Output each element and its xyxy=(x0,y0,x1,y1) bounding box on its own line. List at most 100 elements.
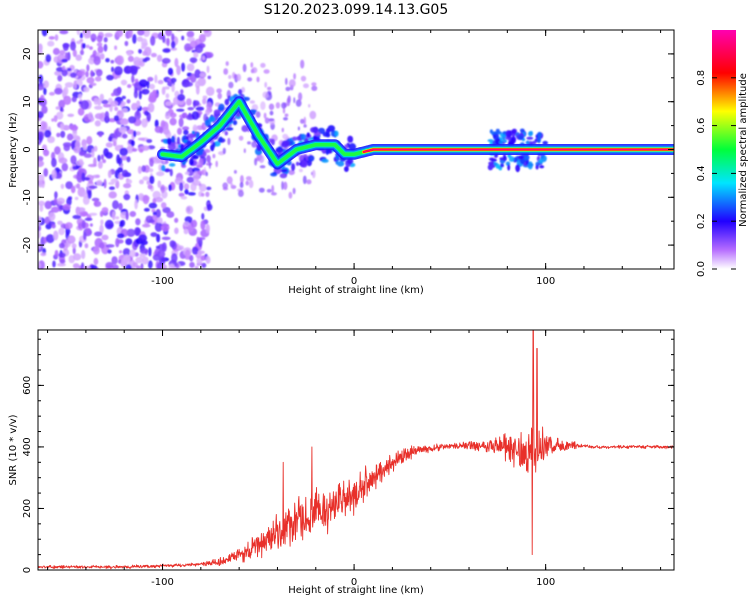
heatmap-cell xyxy=(38,156,44,162)
heatmap-cell xyxy=(191,111,200,120)
heatmap-cell xyxy=(303,154,308,158)
heatmap-cell xyxy=(78,223,83,230)
snr-panel: -100 0 100 0 200 400 600 Height of straight li… xyxy=(8,329,675,596)
heatmap-cell xyxy=(156,233,161,243)
heatmap-cell xyxy=(134,110,141,120)
heatmap-cell xyxy=(147,184,153,190)
heatmap-cell xyxy=(189,254,194,262)
heatmap-cell xyxy=(531,140,537,145)
heatmap-cell xyxy=(171,40,176,49)
heatmap-cell xyxy=(89,46,93,50)
heatmap-cell xyxy=(171,253,178,263)
heatmap-cell xyxy=(201,213,205,220)
heatmap-cell xyxy=(87,189,92,199)
heatmap-cell xyxy=(182,126,190,131)
heatmap-cell xyxy=(309,110,317,120)
heatmap-cell xyxy=(103,178,107,189)
heatmap-cell xyxy=(38,111,44,119)
heatmap-cell xyxy=(239,182,244,188)
heatmap-cell xyxy=(224,98,230,106)
heatmap-cell xyxy=(542,140,548,145)
heatmap-cell xyxy=(38,229,41,239)
heatmap-cell xyxy=(138,79,148,87)
heatmap-cell xyxy=(100,53,105,60)
heatmap-cell xyxy=(192,126,199,131)
heatmap-cell xyxy=(249,100,255,104)
heatmap-cell xyxy=(260,62,266,68)
heatmap-cell xyxy=(54,250,59,258)
heatmap-cell xyxy=(292,187,296,195)
heatmap-cell xyxy=(38,160,44,168)
heatmap-cell xyxy=(81,249,86,260)
heatmap-cell xyxy=(38,49,43,55)
heatmap-cell xyxy=(108,191,117,199)
spectrogram-xlabel: Height of straight line (km) xyxy=(288,285,424,296)
heatmap-cell xyxy=(74,196,79,201)
heatmap-cell xyxy=(148,168,154,173)
heatmap-cell xyxy=(217,107,225,111)
heatmap-cell xyxy=(75,160,85,166)
heatmap-cell xyxy=(124,40,129,47)
heatmap-cell xyxy=(286,97,291,107)
heatmap-cell xyxy=(169,117,177,126)
heatmap-cell xyxy=(164,86,170,90)
heatmap-cell xyxy=(254,158,258,166)
heatmap-cell xyxy=(288,191,293,199)
heatmap-cell xyxy=(143,207,150,212)
heatmap-cell xyxy=(51,223,56,229)
heatmap-cell xyxy=(243,96,250,101)
heatmap-cell xyxy=(122,133,128,139)
heatmap-cell xyxy=(498,140,504,145)
heatmap-cell xyxy=(137,30,145,36)
heatmap-cell xyxy=(83,86,90,93)
heatmap-cell xyxy=(161,57,171,64)
ridge-core xyxy=(363,148,674,153)
heatmap-cell xyxy=(41,30,48,37)
heatmap-cell xyxy=(38,200,45,206)
heatmap-cell xyxy=(86,227,91,236)
heatmap-cell xyxy=(192,180,201,186)
heatmap-cell xyxy=(112,211,116,221)
heatmap-cell xyxy=(178,117,184,128)
heatmap-cell xyxy=(80,212,88,217)
heatmap-cell xyxy=(183,228,189,235)
heatmap-cell xyxy=(100,154,104,160)
heatmap-cell xyxy=(38,225,42,232)
heatmap-cell xyxy=(132,34,137,44)
heatmap-cell xyxy=(157,79,164,85)
heatmap-cell xyxy=(206,102,213,111)
heatmap-cell xyxy=(88,185,98,189)
heatmap-cell xyxy=(59,50,66,55)
heatmap-cell xyxy=(72,263,80,269)
heatmap-cell xyxy=(88,264,98,269)
heatmap-cell xyxy=(38,134,43,143)
heatmap-cell xyxy=(311,85,318,92)
heatmap-cell xyxy=(147,260,153,269)
heatmap-cell xyxy=(293,97,296,104)
heatmap-cell xyxy=(94,199,98,207)
heatmap-cell xyxy=(187,192,196,196)
heatmap-cell xyxy=(200,192,205,197)
spectrogram-ylabel: Frequency (Hz) xyxy=(8,112,19,188)
heatmap-cell xyxy=(94,231,103,237)
heatmap-cell xyxy=(61,58,68,63)
heatmap-cell xyxy=(116,154,121,165)
heatmap-cell xyxy=(183,221,190,226)
heatmap-cell xyxy=(97,45,104,54)
heatmap-cell xyxy=(212,141,216,148)
heatmap-cell xyxy=(43,87,47,96)
heatmap-cell xyxy=(281,127,284,133)
heatmap-cell xyxy=(197,237,206,241)
heatmap-cell xyxy=(281,181,284,190)
heatmap-cell xyxy=(269,110,274,116)
heatmap-cell xyxy=(58,157,68,164)
heatmap-cell xyxy=(103,43,108,52)
heatmap-cell xyxy=(67,67,72,72)
heatmap-cell xyxy=(126,156,131,163)
heatmap-cell xyxy=(238,89,243,95)
heatmap-cell xyxy=(117,233,125,239)
heatmap-cell xyxy=(154,119,159,128)
heatmap-cell xyxy=(71,96,77,103)
heatmap-cell xyxy=(122,248,131,257)
